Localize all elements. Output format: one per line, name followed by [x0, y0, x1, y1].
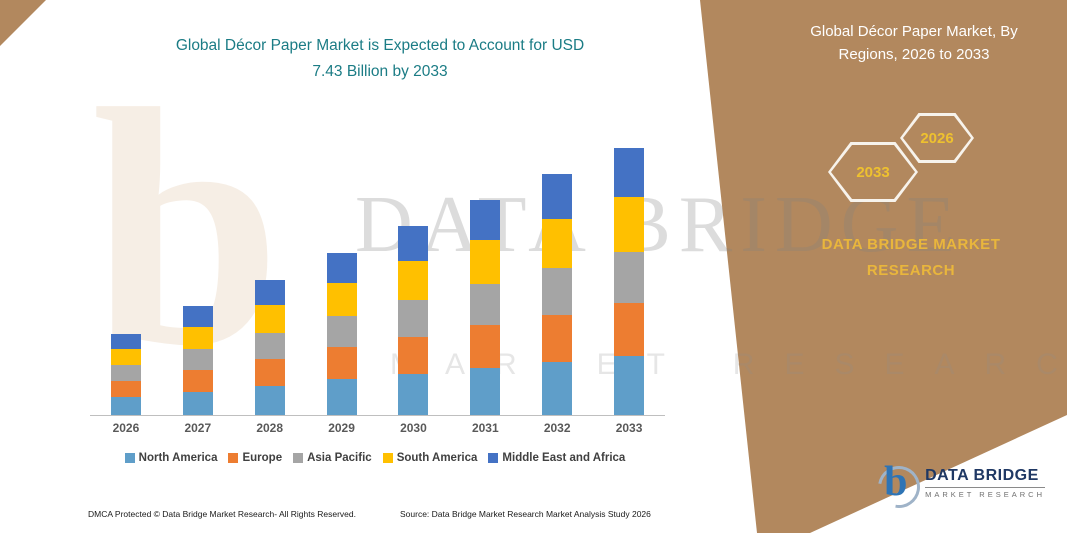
segment-south-america-2032 — [542, 218, 573, 269]
legend-label: Asia Pacific — [307, 452, 372, 464]
segment-asia-pacific-2027 — [182, 349, 213, 371]
legend-label: South America — [396, 452, 478, 464]
segment-middle-east-and-africa-2028 — [254, 279, 285, 305]
segment-europe-2031 — [470, 325, 501, 368]
x-label-2029: 2029 — [328, 421, 355, 435]
segment-europe-2030 — [398, 336, 429, 374]
bar-2033 — [614, 147, 645, 415]
x-label-2032: 2032 — [543, 421, 571, 435]
corner-accent-triangle — [0, 0, 46, 46]
segment-europe-2029 — [326, 347, 357, 379]
bar-2029 — [326, 253, 357, 415]
x-label-2026: 2026 — [112, 421, 140, 435]
segment-middle-east-and-africa-2032 — [542, 173, 573, 219]
segment-south-america-2031 — [470, 239, 501, 284]
legend-swatch-icon — [293, 453, 304, 463]
segment-north-america-2029 — [326, 379, 357, 415]
segment-europe-2028 — [254, 358, 285, 386]
legend-swatch-icon — [488, 453, 499, 463]
bar-2028 — [254, 279, 285, 415]
hexagon-2033: 2033 — [828, 142, 918, 202]
x-label-2030: 2030 — [400, 421, 427, 435]
legend-label: North America — [138, 452, 218, 464]
segment-europe-2027 — [182, 370, 213, 392]
logo-tagline: MARKET RESEARCH — [925, 490, 1045, 499]
segment-south-america-2027 — [182, 326, 213, 350]
legend-item-middle-east-and-africa: Middle East and Africa — [488, 452, 625, 464]
hexagon-2026-label: 2026 — [920, 129, 954, 147]
segment-middle-east-and-africa-2029 — [326, 253, 357, 283]
legend-label: Middle East and Africa — [502, 452, 626, 464]
segment-middle-east-and-africa-2027 — [182, 305, 213, 327]
bar-2030 — [398, 226, 429, 415]
segment-europe-2032 — [542, 314, 573, 362]
segment-asia-pacific-2033 — [614, 251, 645, 304]
x-axis-labels: 2026 2027 2028 2029 2030 2031 2032 2033 — [90, 421, 665, 435]
stacked-bar-plot — [90, 131, 665, 416]
segment-asia-pacific-2026 — [110, 365, 141, 381]
chart-title-line1: Global Décor Paper Market is Expected to… — [175, 37, 585, 54]
segment-south-america-2026 — [110, 348, 141, 366]
segment-north-america-2031 — [470, 367, 501, 415]
bar-2031 — [470, 200, 501, 415]
chart-title: Global Décor Paper Market is Expected to… — [130, 33, 630, 86]
segment-europe-2033 — [614, 303, 645, 356]
segment-north-america-2032 — [542, 361, 573, 415]
segment-north-america-2028 — [254, 385, 285, 415]
segment-asia-pacific-2032 — [542, 268, 573, 315]
hexagon-2033-label: 2033 — [856, 163, 890, 181]
footer-dmca-text: DMCA Protected © Data Bridge Market Rese… — [88, 509, 356, 519]
legend-swatch-icon — [382, 453, 393, 463]
chart-title-line2: 7.43 Billion by 2033 — [312, 63, 448, 81]
segment-middle-east-and-africa-2026 — [110, 334, 141, 349]
segment-north-america-2027 — [182, 391, 213, 415]
panel-brand-text: DATA BRIDGE MARKET RESEARCH — [791, 232, 1031, 283]
logo-name: DATA BRIDGE — [925, 467, 1039, 484]
legend-item-europe: Europe — [228, 452, 282, 464]
segment-south-america-2028 — [254, 304, 285, 333]
legend-item-asia-pacific: Asia Pacific — [293, 452, 372, 464]
legend-swatch-icon — [228, 453, 239, 463]
segment-north-america-2033 — [614, 355, 645, 415]
panel-title: Global Décor Paper Market, By Regions, 2… — [810, 23, 1018, 64]
bar-2027 — [182, 305, 213, 415]
segment-north-america-2030 — [398, 373, 429, 415]
legend-swatch-icon — [124, 453, 135, 463]
segment-south-america-2029 — [326, 282, 357, 317]
segment-middle-east-and-africa-2030 — [398, 226, 429, 262]
segment-asia-pacific-2031 — [470, 283, 501, 326]
logo-divider — [925, 487, 1045, 488]
legend-item-south-america: South America — [382, 452, 478, 464]
x-label-2028: 2028 — [256, 421, 284, 435]
chart-legend: North America Europe Asia Pacific South Ame… — [60, 452, 690, 464]
segment-asia-pacific-2030 — [398, 300, 429, 337]
x-label-2027: 2027 — [184, 421, 212, 435]
segment-asia-pacific-2029 — [326, 316, 357, 348]
footer-source-text: Source: Data Bridge Market Research Mark… — [400, 509, 651, 519]
segment-middle-east-and-africa-2031 — [470, 200, 501, 240]
logo-text-block: DATA BRIDGE MARKET RESEARCH — [925, 467, 1045, 499]
x-label-2031: 2031 — [471, 421, 499, 435]
panel-brand-line1: DATA BRIDGE MARKET — [821, 236, 1001, 253]
segment-asia-pacific-2028 — [254, 332, 285, 359]
x-label-2033: 2033 — [615, 421, 643, 435]
legend-label: Europe — [242, 452, 283, 464]
bar-2026 — [110, 334, 141, 415]
segment-south-america-2033 — [614, 197, 645, 252]
segment-north-america-2026 — [110, 397, 141, 415]
panel-brand-line2: RESEARCH — [866, 261, 956, 279]
legend-item-north-america: North America — [124, 452, 218, 464]
bar-2032 — [542, 173, 573, 415]
logo-b-glyph: b — [884, 459, 908, 505]
logo-b-icon: b — [876, 459, 918, 506]
data-bridge-logo: b DATA BRIDGE MARKET RESEARCH — [876, 459, 1045, 506]
segment-middle-east-and-africa-2033 — [614, 147, 645, 198]
segment-south-america-2030 — [398, 261, 429, 301]
segment-europe-2026 — [110, 380, 141, 397]
